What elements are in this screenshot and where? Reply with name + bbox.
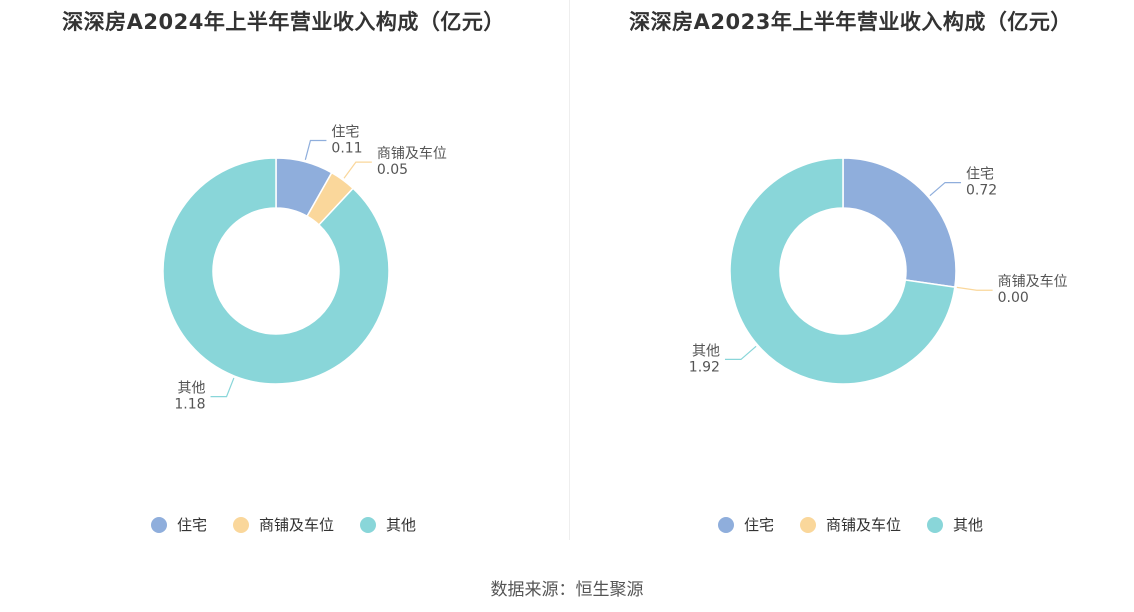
- legend-label: 商铺及车位: [825, 516, 901, 534]
- legend-marker-residential: [150, 516, 167, 533]
- legend-label: 其他: [386, 516, 417, 534]
- legend-marker-residential: [717, 516, 734, 533]
- slice-label-category: 商铺及车位: [377, 145, 447, 162]
- legend-marker-commercial: [799, 516, 816, 533]
- legend-label: 住宅: [743, 516, 774, 534]
- legend-item-residential[interactable]: 住宅: [717, 514, 774, 535]
- leader-line-residential: [304, 139, 327, 160]
- legend-item-other[interactable]: 其他: [360, 514, 416, 535]
- slice-label-category: 其他: [692, 343, 720, 359]
- legend-item-residential[interactable]: 住宅: [150, 514, 207, 535]
- slice-label-category: 商铺及车位: [998, 273, 1068, 290]
- chart-panel-2024: 深深房A2024年上半年营业收入构成（亿元） 住宅 0.11 商铺及车位 0.05 其他…: [0, 0, 567, 560]
- legend-marker-other: [927, 516, 943, 533]
- leader-line-residential: [929, 181, 962, 197]
- chart-title: 深深房A2024年上半年营业收入构成（亿元）: [62, 10, 505, 34]
- donut-slice-other[interactable]: [729, 157, 956, 385]
- legend-label: 商铺及车位: [258, 516, 334, 534]
- slice-label-value: 0.11: [331, 140, 362, 156]
- chart-panel-2023: 深深房A2023年上半年营业收入构成（亿元） 住宅 0.72 商铺及车位 0.00 其他…: [567, 0, 1134, 560]
- slice-label-value: 0.00: [998, 290, 1029, 306]
- chart-title: 深深房A2023年上半年营业收入构成（亿元）: [629, 10, 1072, 34]
- legend-item-commercial[interactable]: 商铺及车位: [232, 514, 334, 535]
- slice-label-value: 0.05: [377, 162, 408, 178]
- legend-label: 住宅: [176, 516, 207, 534]
- leader-line-commercial: [343, 161, 372, 179]
- slice-label-value: 1.18: [174, 397, 205, 413]
- slice-label-value: 0.72: [966, 183, 997, 199]
- legend-marker-other: [360, 516, 376, 533]
- donut-slice-other[interactable]: [162, 157, 390, 385]
- legend-item-other[interactable]: 其他: [927, 514, 983, 535]
- donut-slice-residential[interactable]: [842, 157, 957, 288]
- legend: 住宅 商铺及车位 其他: [567, 514, 1134, 535]
- leader-line-other: [724, 345, 757, 361]
- slice-label-value: 1.92: [689, 359, 720, 375]
- panel-divider: [569, 0, 570, 540]
- leader-line-other: [210, 377, 235, 398]
- legend: 住宅 商铺及车位 其他: [0, 514, 567, 535]
- slice-label-category: 住宅: [331, 124, 359, 140]
- legend-label: 其他: [953, 516, 984, 534]
- legend-marker-commercial: [232, 516, 249, 533]
- leader-line-commercial: [956, 286, 993, 291]
- legend-item-commercial[interactable]: 商铺及车位: [799, 514, 901, 535]
- data-source: 数据来源：恒生聚源: [490, 580, 644, 600]
- slice-label-category: 住宅: [966, 167, 994, 183]
- slice-label-category: 其他: [178, 381, 206, 397]
